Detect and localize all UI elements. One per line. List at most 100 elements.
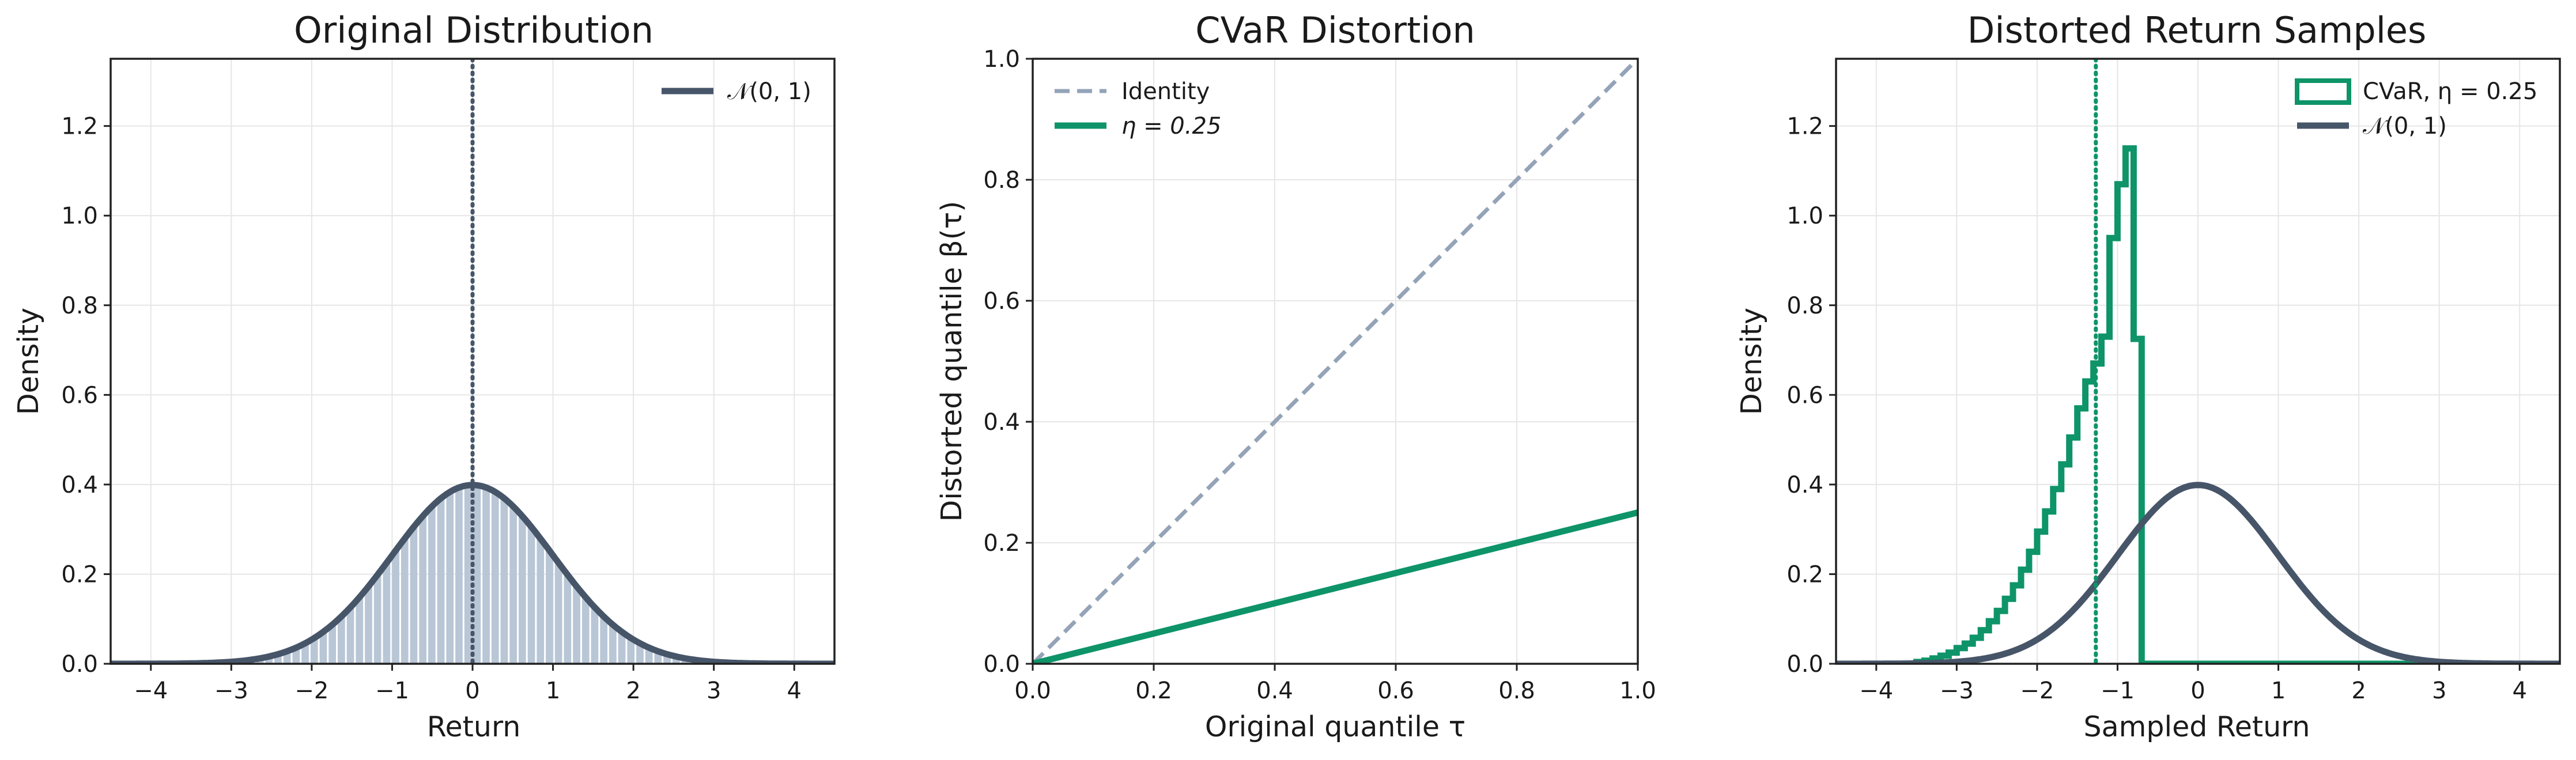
y-tick-label: 0.2 <box>1786 561 1823 588</box>
y-tick-label: 0.6 <box>983 288 1020 315</box>
x-axis-label: Return <box>427 710 521 743</box>
y-tick-label: 0.4 <box>983 409 1020 436</box>
legend-swatch-cvar <box>2295 78 2351 105</box>
histogram-bar <box>500 498 508 664</box>
y-ticks: 0.0 0.2 0.4 0.6 0.8 1.0 <box>983 46 1033 678</box>
histogram-bar <box>546 550 553 664</box>
x-tick-label: −4 <box>1859 678 1893 704</box>
y-tick-label: 1.0 <box>983 46 1020 73</box>
x-tick-label: −1 <box>2101 678 2135 704</box>
histogram-bar <box>627 638 635 664</box>
x-tick-label: −4 <box>134 678 168 704</box>
y-tick-label: 0.8 <box>983 167 1020 194</box>
legend-label-eta: η = 0.25 <box>1121 113 1221 139</box>
histogram-bar <box>356 597 364 664</box>
axes-frame <box>1032 58 1639 665</box>
x-ticks: −4 −3 −2 −1 0 1 2 3 4 <box>134 664 802 704</box>
histogram-bar <box>437 498 445 664</box>
x-tick-label: 0.2 <box>1135 678 1172 704</box>
x-axis-label: Original quantile τ <box>1205 710 1465 743</box>
plot-area <box>1033 59 1638 664</box>
series-step-cvar <box>1913 145 2439 664</box>
x-axis-label: Sampled Return <box>2083 710 2310 743</box>
legend: CVaR, η = 0.25 𝒩(0, 1) <box>2295 78 2537 139</box>
plot-area <box>1836 59 2560 664</box>
x-tick-label: −3 <box>1940 678 1974 704</box>
y-tick-label: 0.0 <box>983 651 1020 678</box>
x-tick-label: 1 <box>2271 678 2286 704</box>
histogram-bar <box>401 538 409 664</box>
panel-distorted-samples: −4 −3 −2 −1 0 1 2 3 4 0.0 0.2 0.4 0.6 0.8 1.0 1.2 Dist… <box>1735 9 2561 743</box>
legend: 𝒩(0, 1) <box>662 78 811 105</box>
histogram-bar <box>464 485 472 664</box>
panel-cvar-distortion: 0.0 0.2 0.4 0.6 0.8 1.0 0.0 0.2 0.4 0.6 0.8 1.0 CV… <box>935 9 1656 743</box>
x-tick-label: 4 <box>787 678 801 704</box>
legend-label-normal: 𝒩(0, 1) <box>727 78 811 105</box>
x-tick-label: 3 <box>707 678 721 704</box>
chart-title: Distorted Return Samples <box>1967 9 2427 51</box>
x-tick-label: 0 <box>465 678 479 704</box>
y-tick-label: 1.2 <box>61 114 98 140</box>
panel-original-distribution: −4 −3 −2 −1 0 1 2 3 4 0.0 0.2 0.4 0.6 0.8 1.0 1.2 Orig… <box>12 9 836 743</box>
histogram-bar <box>373 574 382 664</box>
histogram-bar <box>564 574 572 664</box>
histogram-bar <box>509 506 517 664</box>
y-tick-label: 0.0 <box>61 651 98 678</box>
x-tick-label: 2 <box>2351 678 2366 704</box>
histogram-bar <box>473 485 481 664</box>
y-ticks: 0.0 0.2 0.4 0.6 0.8 1.0 1.2 <box>1786 114 1836 678</box>
chart-title: CVaR Distortion <box>1195 9 1475 51</box>
x-tick-label: 2 <box>626 678 640 704</box>
x-tick-label: 0.4 <box>1256 678 1293 704</box>
series-line-normal-pdf <box>1836 482 2560 664</box>
legend-label-cvar: CVaR, η = 0.25 <box>2363 78 2537 105</box>
x-tick-label: 0.0 <box>1014 678 1051 704</box>
y-tick-label: 0.6 <box>1786 382 1823 409</box>
series-line-eta <box>1033 509 1638 664</box>
histogram-bar <box>591 607 599 664</box>
y-tick-label: 0.8 <box>1786 293 1823 319</box>
x-tick-label: 3 <box>2432 678 2446 704</box>
x-tick-label: −1 <box>375 678 409 704</box>
grid <box>1836 59 2560 664</box>
histogram-bar <box>428 506 436 664</box>
x-tick-label: 4 <box>2512 678 2526 704</box>
series-line-normal-pdf <box>111 482 834 664</box>
y-tick-label: 0.0 <box>1786 651 1823 678</box>
x-tick-label: −3 <box>214 678 248 704</box>
histogram-bar <box>537 538 545 664</box>
histogram-bar <box>392 550 399 664</box>
y-tick-label: 0.2 <box>61 561 98 588</box>
series-line-identity <box>1033 59 1638 664</box>
y-tick-label: 0.4 <box>61 472 98 498</box>
y-axis-label: Distorted quantile β(τ) <box>935 201 968 522</box>
histogram-bar <box>338 616 345 664</box>
histogram-bar <box>301 643 309 664</box>
histogram-bar <box>455 487 463 664</box>
histogram-bar <box>419 516 426 664</box>
histogram-bar <box>581 597 590 664</box>
y-axis-label: Density <box>12 308 45 415</box>
histogram-bar <box>446 491 454 664</box>
y-tick-label: 1.0 <box>1786 203 1823 229</box>
histogram-bar <box>618 632 626 664</box>
x-tick-label: 1.0 <box>1619 678 1656 704</box>
y-tick-label: 0.6 <box>61 382 98 409</box>
y-tick-label: 0.4 <box>1786 472 1823 498</box>
histogram-bar <box>609 625 617 664</box>
chart-title: Original Distribution <box>294 9 654 51</box>
y-axis-label: Density <box>1735 308 1768 415</box>
histogram-bar <box>482 487 490 664</box>
histogram-bar <box>383 562 391 664</box>
y-ticks: 0.0 0.2 0.4 0.6 0.8 1.0 1.2 <box>61 114 111 678</box>
x-tick-label: 0.6 <box>1377 678 1414 704</box>
x-tick-label: 1 <box>546 678 560 704</box>
x-ticks: 0.0 0.2 0.4 0.6 0.8 1.0 <box>1014 664 1656 704</box>
histogram-bar <box>365 586 372 664</box>
histogram-bar <box>491 491 499 664</box>
histogram-bar <box>410 527 418 664</box>
histogram-bar <box>527 527 535 664</box>
histogram-bar <box>573 586 580 664</box>
y-tick-label: 1.0 <box>61 203 98 229</box>
